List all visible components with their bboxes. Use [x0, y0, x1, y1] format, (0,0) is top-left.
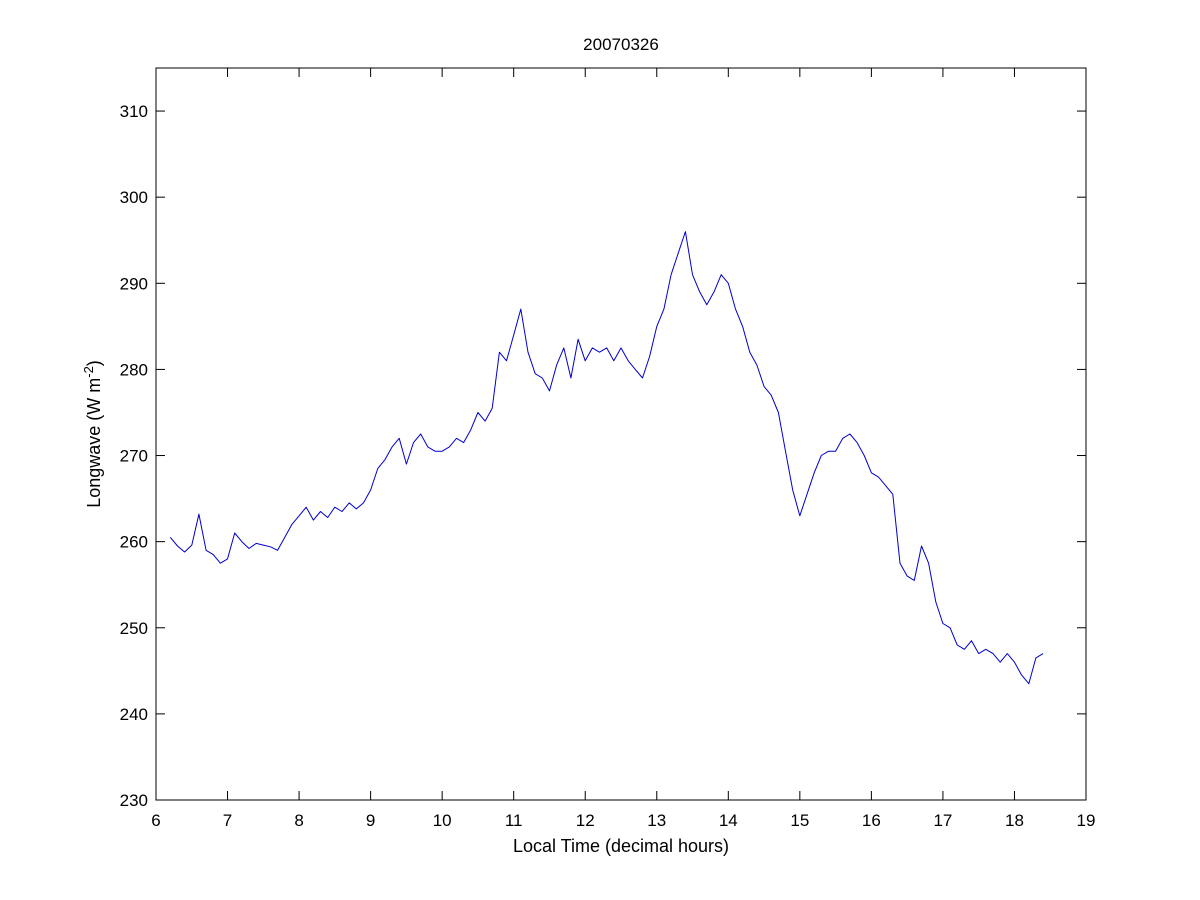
y-axis-label-superscript: -2 [81, 366, 96, 378]
y-axis-label: Longwave (W m-2) [81, 360, 104, 508]
x-tick-label: 15 [790, 811, 809, 830]
x-tick-label: 14 [719, 811, 738, 830]
plot-frame [155, 67, 1087, 801]
x-tick-label: 11 [505, 811, 523, 830]
series-layer [169, 231, 1044, 685]
y-axis-label-main: Longwave (W m [84, 378, 104, 508]
plot-area [156, 68, 1086, 800]
x-tick-label: 12 [576, 811, 595, 830]
y-tick-label: 300 [120, 188, 148, 207]
x-tick-label: 18 [1005, 811, 1024, 830]
x-tick-label: 17 [933, 811, 952, 830]
y-tick-label: 270 [120, 447, 148, 466]
x-tick-label: 19 [1077, 811, 1096, 830]
y-tick-label: 280 [120, 360, 148, 379]
y-tick-label: 310 [120, 102, 148, 121]
series-line [169, 231, 1044, 685]
x-axis-label: Local Time (decimal hours) [513, 836, 729, 856]
x-tick-label: 9 [366, 811, 375, 830]
x-tick-label: 16 [862, 811, 881, 830]
x-tick-label: 8 [294, 811, 303, 830]
x-tick-label: 10 [433, 811, 452, 830]
y-tick-label: 250 [120, 619, 148, 638]
y-tick-label: 260 [120, 533, 148, 552]
y-tick-label: 290 [120, 274, 148, 293]
x-tick-label: 7 [223, 811, 232, 830]
y-tick-label: 240 [120, 705, 148, 724]
x-tick-label: 6 [151, 811, 160, 830]
y-tick-label: 230 [120, 791, 148, 810]
y-axis-label-close: ) [84, 360, 104, 366]
x-axis: 6 7 8 9 10 11 12 13 14 15 16 17 18 19 [151, 68, 1095, 830]
chart-title: 20070326 [583, 35, 659, 54]
y-axis: 230 240 250 260 270 280 290 300 310 [120, 102, 1086, 810]
x-tick-label: 13 [647, 811, 666, 830]
